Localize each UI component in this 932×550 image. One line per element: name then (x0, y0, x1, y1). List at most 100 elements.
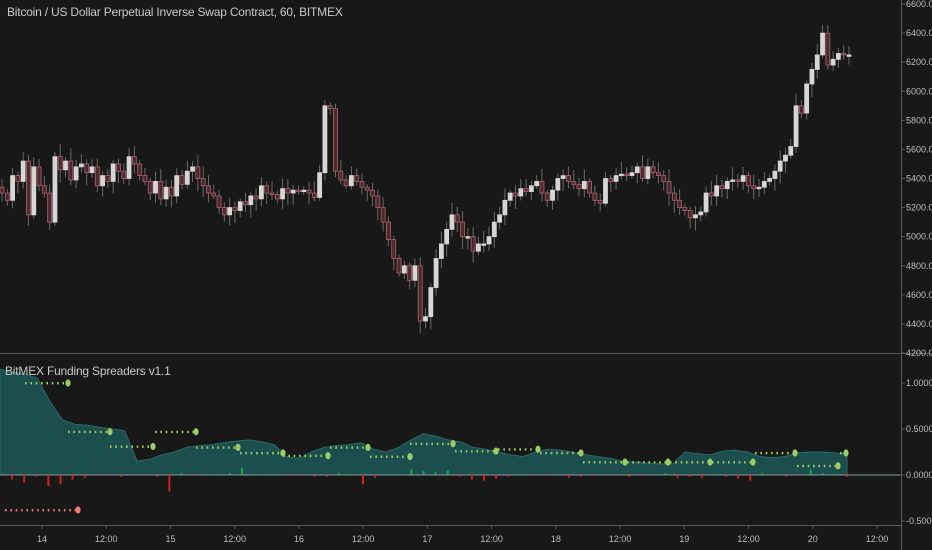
histogram-bar (277, 474, 280, 475)
funding-dot (62, 382, 65, 385)
candle-up (163, 186, 169, 200)
candle-down (158, 181, 164, 200)
histogram-bar (737, 475, 740, 479)
funding-dot-marker (622, 458, 628, 466)
histogram-bar (59, 475, 62, 485)
candle-up (788, 146, 794, 156)
candle-up (756, 186, 762, 190)
candle-down (576, 183, 582, 190)
histogram-bar (773, 475, 776, 476)
price-tick-label: 5400.0 (906, 174, 932, 184)
candle-down (296, 189, 301, 193)
funding-dot (147, 445, 150, 448)
candle-up (830, 58, 836, 66)
candle-up (190, 166, 195, 172)
funding-dot (46, 382, 48, 385)
candle-up (20, 160, 26, 182)
time-axis[interactable]: 14 12:00 15 12:00 16 12:00 17 12:00 18 12:00 19 12:… (37, 525, 888, 544)
funding-dot (823, 464, 826, 468)
histogram-bar (809, 469, 812, 475)
price-axis[interactable]: 6600.0 6400.0 6200.0 6000.0 5800.0 5600.0 5400… (901, 0, 932, 358)
candle-up (258, 185, 264, 200)
funding-dot (637, 461, 640, 464)
funding-dot (702, 461, 704, 464)
histogram-bar (47, 475, 50, 487)
histogram-bar (434, 472, 437, 475)
funding-dot-marker (150, 442, 156, 451)
funding-dot-marker (365, 443, 371, 451)
funding-dot-marker (707, 458, 713, 466)
histogram-bar (519, 474, 522, 475)
candle-up (740, 175, 746, 182)
histogram-bar (458, 475, 461, 477)
histogram-bar (725, 475, 727, 477)
histogram-bar (664, 473, 667, 475)
histogram-bar (446, 470, 449, 475)
price-tick-label: 5000.0 (906, 232, 932, 242)
histogram-bar (301, 475, 304, 476)
candle-up (518, 188, 524, 197)
funding-dot (94, 430, 97, 434)
histogram-bar (579, 475, 582, 477)
histogram-bar (192, 475, 195, 476)
funding-dot (545, 451, 547, 455)
funding-dot (375, 455, 377, 458)
candle-up (793, 105, 799, 147)
funding-dot-marker (750, 458, 756, 466)
candle-up (465, 236, 471, 239)
funding-dot (68, 430, 70, 434)
candle-up (73, 166, 79, 181)
histogram-bar (83, 475, 86, 478)
funding-dot-marker (493, 447, 499, 455)
funding-dot (765, 451, 768, 455)
histogram-bar (349, 474, 352, 475)
candle-up (290, 189, 296, 194)
funding-dot (561, 451, 563, 455)
funding-dot (566, 451, 569, 455)
funding-dot (330, 446, 332, 449)
candle-up (423, 316, 428, 322)
candle-down (746, 175, 751, 187)
candle-up (481, 243, 487, 246)
candle-up (79, 163, 84, 168)
candle-down (57, 156, 63, 171)
candle-down (243, 201, 248, 206)
candle-down (285, 188, 291, 194)
funding-dot (749, 461, 752, 464)
time-tick-label: 19 (679, 534, 689, 544)
candle-up (703, 192, 709, 213)
candle-down (798, 105, 804, 114)
candle-down (68, 160, 74, 181)
histogram-bar (555, 474, 558, 475)
funding-dot (455, 450, 457, 453)
histogram-bar (676, 475, 679, 478)
candle-up (280, 188, 285, 200)
funding-dot (588, 461, 590, 464)
indicator-axis[interactable]: 1.0000 0.5000 0.0000 -0.5000 (901, 378, 932, 526)
candle-up (836, 53, 841, 60)
candle-down (375, 195, 381, 208)
funding-dot-marker (75, 506, 81, 514)
candle-down (216, 195, 222, 208)
candle-down (264, 185, 270, 194)
histogram-bar (531, 475, 534, 476)
funding-dot (410, 442, 412, 446)
funding-dot (222, 446, 225, 449)
funding-dot (415, 442, 417, 446)
candle-up (317, 172, 323, 198)
candle-up (698, 211, 704, 216)
funding-dot (26, 508, 28, 512)
candle-down (571, 181, 577, 185)
funding-dot (797, 464, 799, 468)
funding-dot (593, 461, 596, 464)
candle-down (708, 192, 714, 197)
candle-down (0, 186, 5, 194)
price-tick-label: 4600.0 (906, 290, 932, 300)
funding-dot-marker (535, 445, 541, 453)
candle-down (147, 181, 153, 194)
funding-dot (643, 461, 645, 464)
funding-dot (396, 455, 399, 458)
funding-dot (240, 451, 242, 455)
funding-dot (30, 382, 32, 385)
